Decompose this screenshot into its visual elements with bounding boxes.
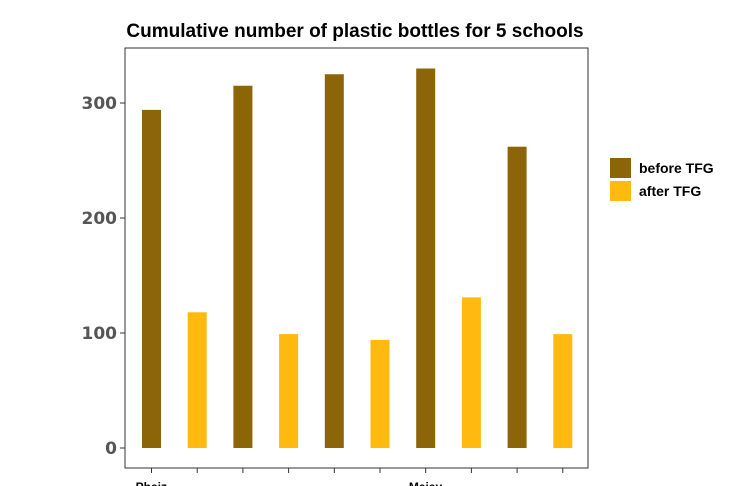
y-axis: 0 100 200 300 <box>82 94 125 459</box>
y-tick-label: 100 <box>82 324 118 344</box>
bar-after-3 <box>370 339 390 448</box>
legend-key-after <box>610 181 631 201</box>
bar-before-2 <box>233 85 253 448</box>
plot-panel-border <box>124 47 589 469</box>
legend-label-after: after TFG <box>639 183 701 199</box>
bar-before-1 <box>142 109 161 449</box>
bar-before-3 <box>324 74 344 448</box>
bar-after-1 <box>187 312 207 448</box>
y-tick-label: 0 <box>105 439 117 459</box>
bars <box>142 68 573 449</box>
y-tick-label: 300 <box>82 94 118 114</box>
x-category-label: Maiay <box>409 480 443 486</box>
chart-title: Cumulative number of plastic bottles for… <box>126 21 583 42</box>
legend-key-before <box>610 158 631 178</box>
x-category-label: Phaiz <box>136 480 167 486</box>
bar-before-4 <box>416 68 436 448</box>
legend: before TFG after TFG <box>610 158 714 201</box>
legend-label-before: before TFG <box>639 160 714 176</box>
bar-after-5 <box>553 334 573 448</box>
bar-after-2 <box>279 334 299 448</box>
x-axis: Phaiz Maiay <box>136 468 564 486</box>
bar-before-5 <box>507 146 527 448</box>
bar-after-4 <box>461 297 481 448</box>
y-tick-label: 200 <box>82 209 118 229</box>
